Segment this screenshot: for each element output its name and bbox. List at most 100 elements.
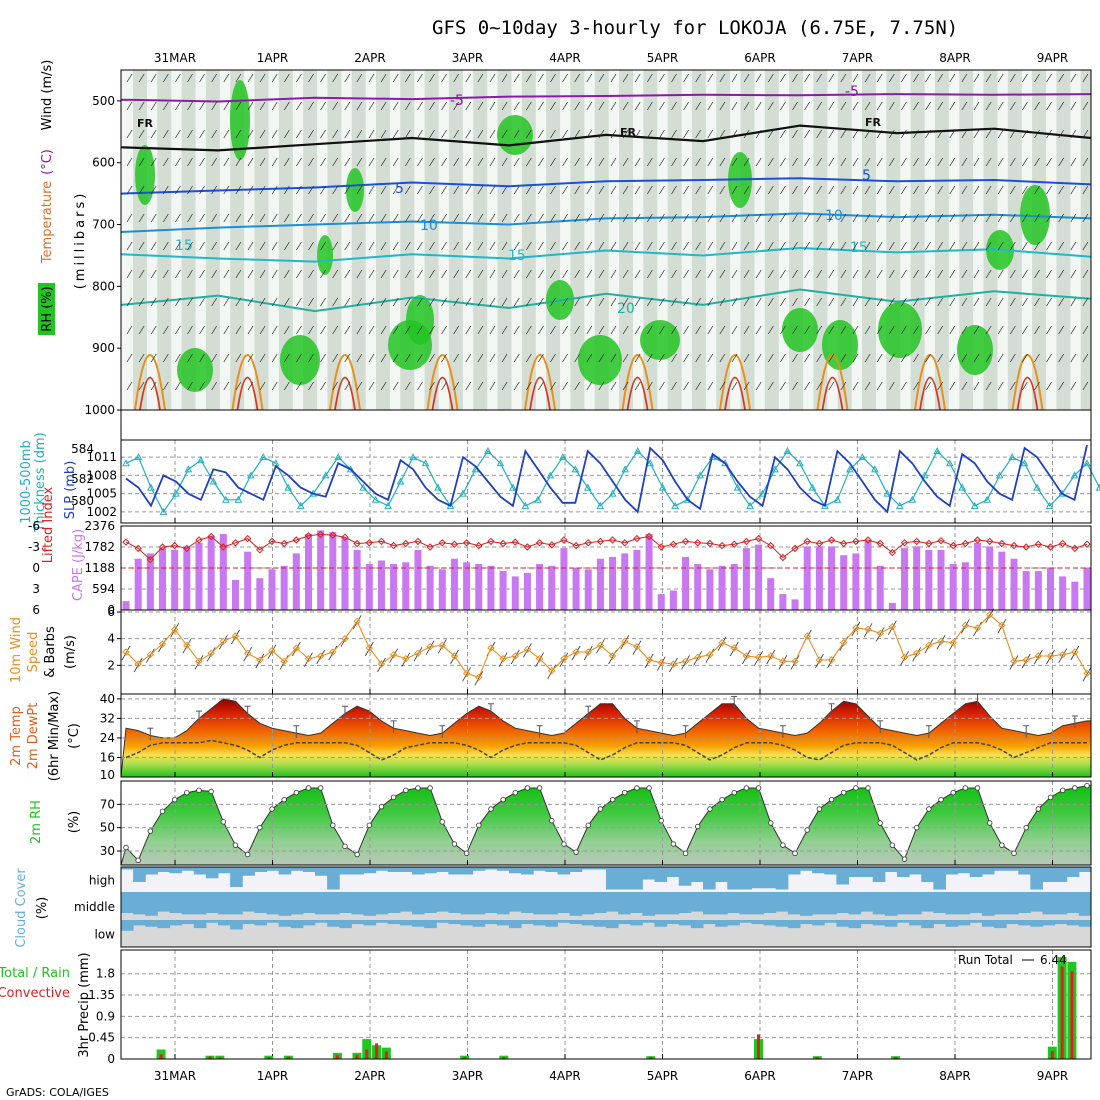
run-total-label: Run Total: [958, 953, 1013, 967]
cloud-middle-bar: [958, 892, 971, 914]
cape-tick-label: 594: [92, 582, 115, 596]
cloud-high-bar: [909, 867, 922, 875]
cloud-high-bar: [327, 867, 340, 890]
profile-surface-strip: [121, 410, 1091, 440]
precip-tick-label: 1.35: [88, 988, 115, 1002]
cloud-middle-bar: [642, 892, 655, 916]
cloud-middle-bar: [1006, 892, 1019, 914]
cloud-middle-bar: [230, 892, 243, 914]
cloud-middle-bar: [776, 892, 789, 912]
ylabel-temp-1: 2m Temp: [9, 706, 24, 766]
cape-bar: [524, 573, 531, 610]
cloud-high-bar: [461, 867, 474, 875]
date-label-bottom: 31MAR: [154, 1069, 196, 1083]
wind-barb-10m: [986, 609, 994, 623]
cloud-high-bar: [739, 867, 752, 890]
rh-point: [598, 807, 603, 812]
cloud-middle-bar: [533, 892, 546, 914]
wind-barb-10m: [779, 655, 787, 669]
cape-bar: [244, 552, 251, 610]
date-label-top: 1APR: [257, 51, 288, 65]
cape-bar: [925, 550, 932, 610]
cape-bar: [573, 568, 580, 610]
cloud-middle-bar: [582, 892, 595, 914]
cloud-middle-bar: [667, 892, 680, 914]
cape-bar: [828, 546, 835, 610]
rh-point: [647, 786, 652, 791]
rh-point: [878, 821, 883, 826]
date-label-top: 9APR: [1037, 51, 1068, 65]
cape-bar: [256, 578, 263, 610]
cloud-high-bar: [679, 867, 692, 886]
ylabel-cape: CAPE (J/kg): [71, 529, 86, 601]
cloud-low-bar: [933, 920, 946, 924]
cloud-low-bar: [642, 920, 655, 923]
cloud-high-bar: [400, 867, 413, 872]
contour-label: -5: [845, 84, 859, 100]
cloud-high-bar: [849, 867, 862, 877]
cloud-high-bar: [133, 867, 146, 882]
cloud-low-bar: [630, 920, 643, 925]
cape-bar: [670, 591, 677, 610]
wind-speed-line: [126, 615, 1087, 678]
cape-bar: [183, 546, 190, 610]
cloud-low-bar: [303, 920, 316, 925]
rh-point: [221, 820, 226, 825]
cloud-low-bar: [824, 920, 837, 923]
rh-blob: [497, 115, 533, 155]
pressure-tick-label: 900: [92, 341, 115, 355]
wind-barb-10m: [268, 645, 276, 659]
cloud-middle-bar: [800, 892, 813, 916]
wind-barb-10m: [304, 653, 312, 667]
cloud-middle-bar: [339, 892, 352, 913]
rh-blob: [280, 335, 320, 385]
cloud-high-bar: [303, 867, 316, 872]
date-label-bottom: 5APR: [647, 1069, 678, 1083]
cloud-middle-bar: [1055, 892, 1068, 914]
rh-point: [793, 851, 798, 856]
ylabel-slp: SLP (mb): [63, 461, 78, 520]
wind-barb-10m: [633, 641, 641, 655]
rh-plume: [473, 70, 487, 410]
date-label-bottom: 1APR: [257, 1069, 288, 1083]
cloud-middle-bar: [824, 892, 837, 914]
rh-plume: [692, 70, 706, 410]
wind-barb-10m: [207, 647, 215, 661]
cloud-high-bar: [497, 867, 510, 871]
cloud-high-bar: [376, 867, 389, 871]
cloud-middle-bar: [752, 892, 765, 914]
wind-barb-10m: [974, 622, 982, 636]
cape-bar: [621, 553, 628, 610]
cloud-middle-bar: [727, 892, 740, 913]
ylabel-rh: RH (%): [40, 286, 55, 331]
rh-point: [525, 786, 530, 791]
rh-plume: [668, 70, 682, 410]
rh-blob: [640, 320, 680, 360]
cloud-middle-bar: [133, 892, 146, 914]
cloud-middle-bar: [267, 892, 280, 914]
cape-bar: [840, 555, 847, 610]
cloud-low-bar: [424, 920, 437, 928]
cloud-low-bar: [558, 920, 571, 923]
cloud-high-bar: [703, 867, 716, 890]
cape-bar: [1084, 568, 1091, 610]
cloud-high-bar: [630, 867, 643, 890]
cloud-middle-bar: [885, 892, 898, 916]
precip-conv-bar: [1051, 1051, 1054, 1059]
cloud-low-bar: [1055, 920, 1068, 924]
rh-point: [720, 797, 725, 802]
contour-label: 15: [850, 240, 868, 256]
temp-tick-label: 40: [100, 692, 115, 706]
cloud-low-bar: [655, 920, 668, 927]
rh-point: [902, 857, 907, 862]
cloud-low-bar: [412, 920, 425, 927]
cape-bar: [500, 571, 507, 610]
cloud-high-bar: [218, 867, 231, 873]
wind-tick-label: 4: [107, 632, 115, 646]
cloud-low-bar: [145, 920, 158, 927]
cloud-low-bar: [994, 920, 1007, 928]
date-label-bottom: 3APR: [452, 1069, 483, 1083]
cloud-high-bar: [339, 867, 352, 875]
cloud-middle-bar: [388, 892, 401, 913]
cape-bar: [804, 546, 811, 610]
